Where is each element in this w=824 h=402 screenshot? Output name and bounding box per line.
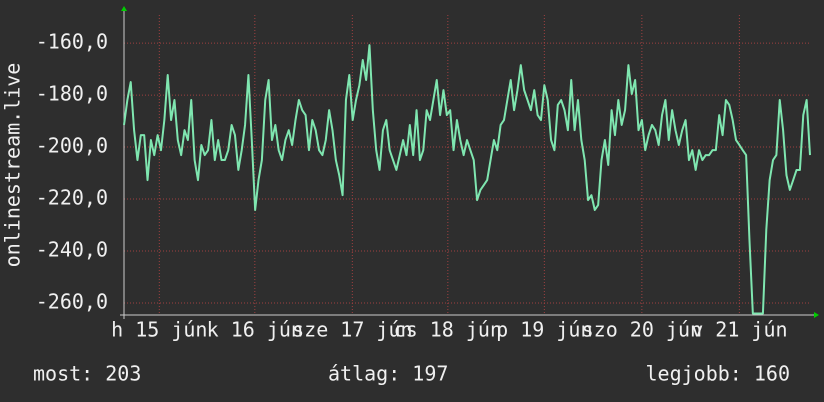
x-tick-label: k 16 jún	[207, 318, 303, 342]
y-tick-label: -160,0	[36, 30, 108, 54]
axis-arrow	[814, 312, 819, 318]
y-tick-label: -200,0	[36, 134, 108, 158]
y-tick-label: -180,0	[36, 82, 108, 106]
x-tick-label: p 19 jún	[496, 318, 592, 342]
x-tick-label: cs 18 jún	[394, 318, 502, 342]
stat-average: átlag: 197	[328, 362, 448, 386]
y-tick-label: -240,0	[36, 238, 108, 262]
y-axis-label: onlinestream.live	[1, 63, 25, 268]
stat-best: legjobb: 160	[646, 362, 791, 386]
y-tick-label: -220,0	[36, 186, 108, 210]
y-tick-label: -260,0	[36, 290, 108, 314]
axis-arrow	[121, 6, 127, 11]
x-tick-label: v 21 jún	[691, 318, 787, 342]
x-tick-label: szo 20 jún	[582, 318, 702, 342]
stat-current: most: 203	[33, 362, 141, 386]
x-tick-label: h 15 jún	[111, 318, 207, 342]
data-line	[123, 44, 811, 315]
x-tick-label: sze 17 jún	[292, 318, 412, 342]
